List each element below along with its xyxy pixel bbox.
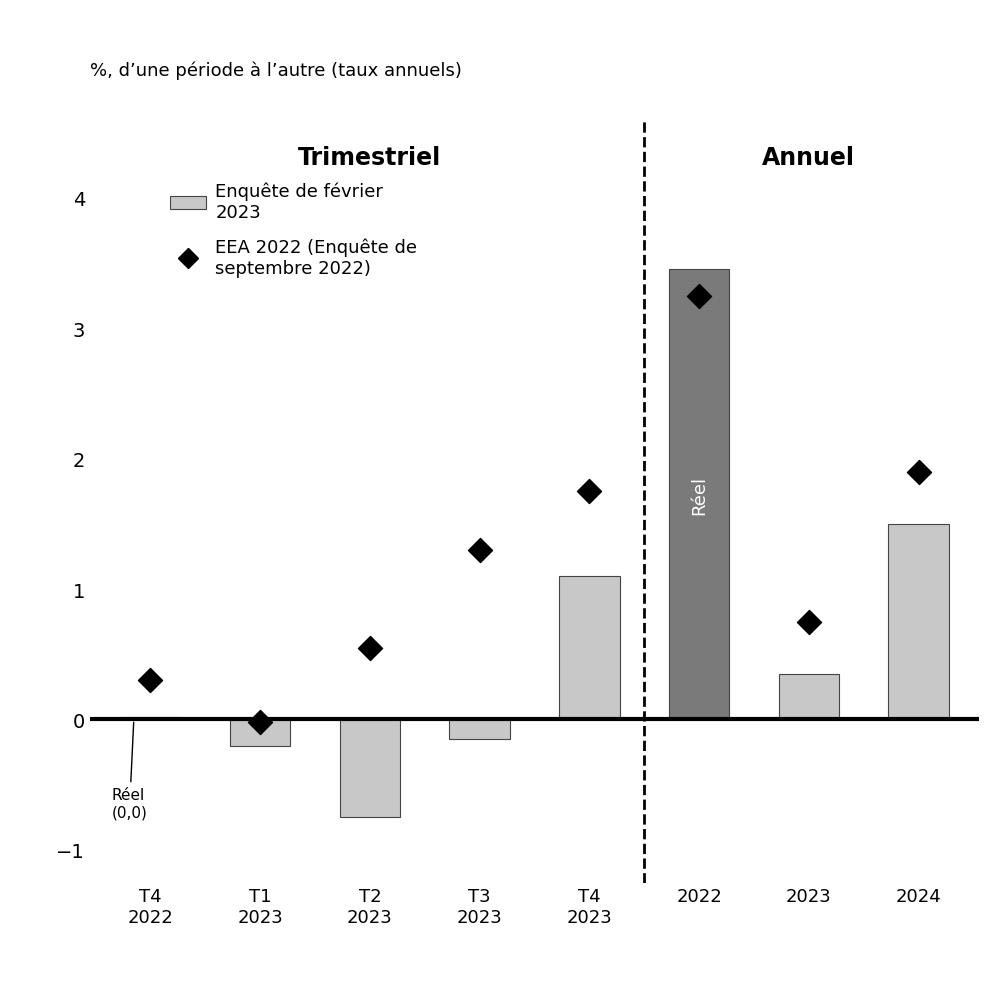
- Text: Annuel: Annuel: [762, 145, 855, 170]
- Bar: [450, 720, 509, 739]
- Bar: [559, 577, 619, 720]
- Point: [581, 483, 597, 499]
- Point: [911, 464, 927, 480]
- Bar: [888, 525, 949, 720]
- Point: [801, 614, 817, 630]
- Legend: Enquête de février
2023, EEA 2022 (Enquête de
septembre 2022): Enquête de février 2023, EEA 2022 (Enquê…: [170, 183, 418, 278]
- Point: [252, 714, 268, 730]
- Text: Réel: Réel: [690, 475, 708, 515]
- Bar: [120, 717, 181, 720]
- Point: [472, 543, 488, 559]
- Bar: [340, 720, 400, 817]
- Text: Réel
(0,0): Réel (0,0): [112, 722, 148, 819]
- Point: [691, 288, 707, 304]
- Text: Trimestriel: Trimestriel: [298, 145, 442, 170]
- Bar: [669, 270, 729, 720]
- Bar: [230, 720, 291, 746]
- Text: %, d’une période à l’autre (taux annuels): %, d’une période à l’autre (taux annuels…: [90, 62, 462, 80]
- Point: [142, 673, 158, 689]
- Point: [362, 640, 378, 656]
- Bar: [778, 674, 839, 720]
